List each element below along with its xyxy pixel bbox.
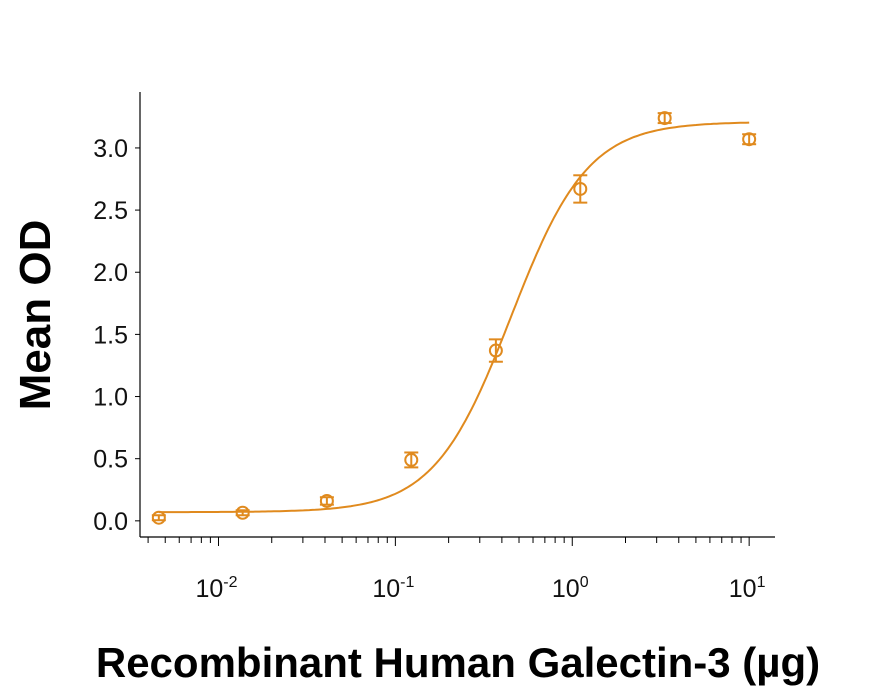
- data-point: [573, 174, 588, 204]
- y-tick-label: 0.5: [93, 446, 128, 474]
- data-point: [235, 505, 250, 520]
- marker: [235, 505, 250, 520]
- y-tick-label: 1.0: [93, 384, 128, 412]
- x-tick-label: 10-1: [372, 574, 414, 603]
- x-axis-title: Recombinant Human Galectin-3 (µg): [96, 639, 820, 686]
- marker: [657, 111, 672, 126]
- data-point: [319, 493, 334, 508]
- x-tick-base: 10: [195, 575, 223, 603]
- x-tick-exponent: -2: [223, 574, 237, 591]
- x-tick-exponent: 1: [757, 574, 766, 591]
- y-tick-label: 2.5: [93, 197, 128, 225]
- marker: [488, 343, 503, 358]
- y-axis-title: Mean OD: [11, 220, 60, 411]
- x-tick-label: 10-2: [195, 574, 237, 603]
- data-point: [742, 132, 757, 147]
- y-tick-label: 2.0: [93, 259, 128, 287]
- marker: [742, 132, 757, 147]
- x-tick-label: 101: [729, 574, 766, 603]
- data-point: [657, 111, 672, 126]
- x-tick-base: 10: [372, 575, 400, 603]
- y-tick-label: 1.5: [93, 321, 128, 349]
- data-point: [151, 510, 166, 525]
- marker: [404, 452, 419, 467]
- y-tick-label: 0.0: [93, 508, 128, 536]
- data-point: [488, 338, 503, 363]
- x-tick-base: 10: [729, 575, 757, 603]
- axes: 0.00.51.01.52.02.53.010-2 10-1 100 101: [93, 92, 775, 603]
- y-tick-label: 3.0: [93, 135, 128, 163]
- fit-curve: [158, 121, 750, 514]
- x-tick-exponent: -1: [400, 574, 414, 591]
- marker: [151, 510, 166, 525]
- x-tick-base: 10: [552, 575, 580, 603]
- data-point: [404, 451, 419, 469]
- data-marks: [151, 111, 757, 525]
- marker: [573, 181, 588, 196]
- marker: [319, 493, 334, 508]
- x-tick-exponent: 0: [580, 574, 589, 591]
- x-tick-label: 100: [552, 574, 589, 603]
